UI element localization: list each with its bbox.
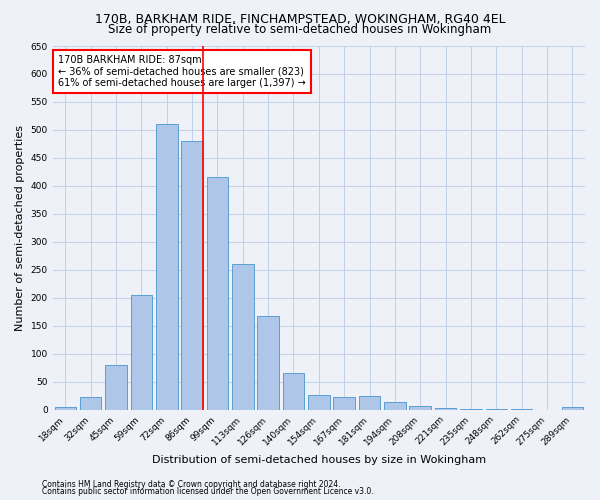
Bar — [181, 141, 203, 409]
Bar — [511, 409, 532, 410]
Bar — [435, 408, 457, 410]
Bar — [257, 316, 279, 410]
Bar — [485, 409, 507, 410]
Bar — [308, 394, 329, 409]
Bar — [232, 264, 254, 410]
Bar — [409, 406, 431, 409]
Bar — [131, 295, 152, 410]
Bar — [359, 396, 380, 409]
Text: Contains public sector information licensed under the Open Government Licence v3: Contains public sector information licen… — [42, 487, 374, 496]
Bar — [206, 178, 228, 410]
Y-axis label: Number of semi-detached properties: Number of semi-detached properties — [15, 125, 25, 331]
Bar — [283, 374, 304, 410]
Bar — [105, 365, 127, 410]
Text: Size of property relative to semi-detached houses in Wokingham: Size of property relative to semi-detach… — [109, 22, 491, 36]
Bar — [156, 124, 178, 410]
X-axis label: Distribution of semi-detached houses by size in Wokingham: Distribution of semi-detached houses by … — [152, 455, 486, 465]
Text: 170B, BARKHAM RIDE, FINCHAMPSTEAD, WOKINGHAM, RG40 4EL: 170B, BARKHAM RIDE, FINCHAMPSTEAD, WOKIN… — [95, 12, 505, 26]
Bar — [384, 402, 406, 409]
Bar — [55, 407, 76, 410]
Text: Contains HM Land Registry data © Crown copyright and database right 2024.: Contains HM Land Registry data © Crown c… — [42, 480, 341, 489]
Text: 170B BARKHAM RIDE: 87sqm
← 36% of semi-detached houses are smaller (823)
61% of : 170B BARKHAM RIDE: 87sqm ← 36% of semi-d… — [58, 55, 306, 88]
Bar — [562, 407, 583, 410]
Bar — [80, 398, 101, 409]
Bar — [334, 398, 355, 409]
Bar — [460, 408, 482, 410]
